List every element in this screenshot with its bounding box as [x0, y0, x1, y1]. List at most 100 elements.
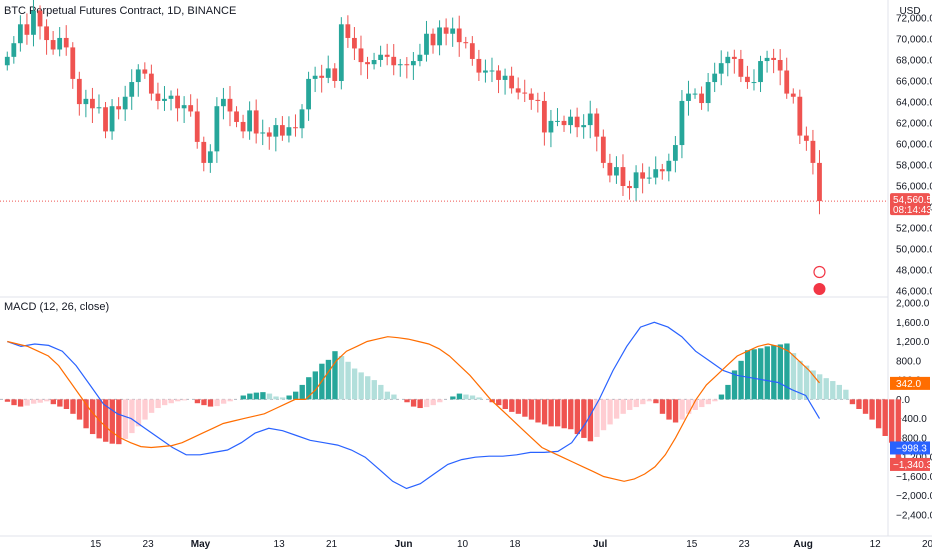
candle-body[interactable] — [116, 106, 122, 110]
candle-body[interactable] — [371, 60, 377, 65]
candle-body[interactable] — [76, 78, 82, 105]
candle-body[interactable] — [227, 98, 233, 112]
candle-body[interactable] — [600, 136, 606, 163]
candle-body[interactable] — [437, 27, 442, 46]
candle-body[interactable] — [103, 107, 108, 132]
candle-body[interactable] — [784, 70, 790, 94]
candle-body[interactable] — [450, 28, 456, 34]
candle-body[interactable] — [738, 58, 744, 77]
candle-body[interactable] — [430, 33, 436, 46]
candle-body[interactable] — [777, 60, 783, 71]
candle-body[interactable] — [50, 40, 56, 50]
candle-body[interactable] — [594, 113, 600, 137]
candle-body[interactable] — [162, 98, 167, 101]
candle-body[interactable] — [260, 132, 266, 134]
candle-body[interactable] — [358, 48, 364, 63]
candle-body[interactable] — [247, 110, 253, 132]
candle-body[interactable] — [135, 69, 141, 83]
candle-body[interactable] — [686, 93, 691, 101]
candle-body[interactable] — [279, 125, 285, 136]
candle-body[interactable] — [528, 93, 534, 100]
candle-body[interactable] — [574, 116, 580, 128]
candle-body[interactable] — [555, 120, 560, 122]
candle-body[interactable] — [391, 56, 397, 66]
flash-event-icon[interactable] — [813, 265, 826, 279]
candle-body[interactable] — [489, 70, 495, 72]
candle-body[interactable] — [633, 172, 639, 189]
candle-body[interactable] — [234, 111, 239, 122]
candle-body[interactable] — [365, 62, 370, 65]
candle-body[interactable] — [299, 109, 305, 129]
candle-body[interactable] — [332, 68, 338, 81]
candle-body[interactable] — [148, 73, 154, 94]
candle-body[interactable] — [188, 105, 194, 112]
candle-body[interactable] — [509, 75, 515, 89]
candle-body[interactable] — [620, 167, 626, 186]
candle-body[interactable] — [758, 61, 763, 83]
candle-body[interactable] — [194, 111, 200, 142]
candle-body[interactable] — [214, 106, 220, 152]
candle-body[interactable] — [692, 93, 698, 95]
candle-body[interactable] — [705, 82, 711, 104]
candle-body[interactable] — [424, 33, 429, 55]
candle-body[interactable] — [352, 37, 357, 49]
candle-body[interactable] — [496, 70, 501, 80]
candle-body[interactable] — [155, 93, 161, 101]
candle-body[interactable] — [410, 61, 416, 66]
candle-body[interactable] — [44, 26, 49, 41]
candle-body[interactable] — [293, 127, 298, 129]
candle-body[interactable] — [207, 151, 213, 163]
candle-body[interactable] — [175, 95, 180, 109]
candle-body[interactable] — [535, 99, 541, 101]
flag-event-icon[interactable] — [813, 283, 826, 295]
candle-body[interactable] — [659, 169, 665, 172]
candle-body[interactable] — [672, 145, 678, 161]
candle-body[interactable] — [790, 93, 796, 97]
candle-body[interactable] — [325, 68, 331, 78]
candle-body[interactable] — [37, 10, 43, 27]
candle-body[interactable] — [456, 28, 462, 43]
candle-body[interactable] — [803, 135, 809, 141]
candle-body[interactable] — [640, 172, 646, 179]
candle-body[interactable] — [306, 78, 311, 110]
candle-body[interactable] — [417, 54, 423, 62]
candle-body[interactable] — [568, 116, 573, 126]
candle-body[interactable] — [63, 37, 69, 48]
candle-body[interactable] — [4, 56, 10, 66]
candle-body[interactable] — [797, 96, 803, 136]
candle-body[interactable] — [810, 140, 816, 163]
candle-body[interactable] — [253, 110, 259, 134]
candle-body[interactable] — [319, 75, 325, 78]
candle-body[interactable] — [129, 82, 135, 97]
candle-body[interactable] — [266, 132, 272, 137]
candle-body[interactable] — [90, 98, 95, 109]
candle-body[interactable] — [31, 10, 36, 35]
candle-body[interactable] — [627, 186, 632, 189]
candle-body[interactable] — [653, 169, 659, 178]
candle-body[interactable] — [548, 120, 554, 133]
candle-body[interactable] — [24, 24, 30, 35]
candle-body[interactable] — [96, 107, 102, 109]
candle-body[interactable] — [614, 167, 619, 176]
candle-body[interactable] — [17, 24, 23, 44]
candle-body[interactable] — [312, 75, 318, 79]
candle-body[interactable] — [817, 162, 822, 202]
candle-body[interactable] — [83, 98, 89, 105]
candle-body[interactable] — [70, 47, 76, 79]
candle-body[interactable] — [745, 76, 750, 83]
candle-body[interactable] — [541, 100, 547, 133]
candle-body[interactable] — [168, 95, 174, 99]
candle-body[interactable] — [221, 98, 226, 107]
candle-body[interactable] — [751, 82, 757, 84]
candle-body[interactable] — [561, 120, 567, 126]
candle-body[interactable] — [646, 177, 652, 179]
candle-body[interactable] — [515, 88, 521, 93]
candle-body[interactable] — [771, 57, 777, 60]
candle-body[interactable] — [666, 160, 672, 172]
candle-body[interactable] — [699, 93, 704, 104]
candle-body[interactable] — [469, 43, 475, 59]
candle-body[interactable] — [286, 127, 292, 136]
candle-body[interactable] — [201, 141, 207, 163]
currency-label[interactable]: USD — [899, 5, 921, 17]
